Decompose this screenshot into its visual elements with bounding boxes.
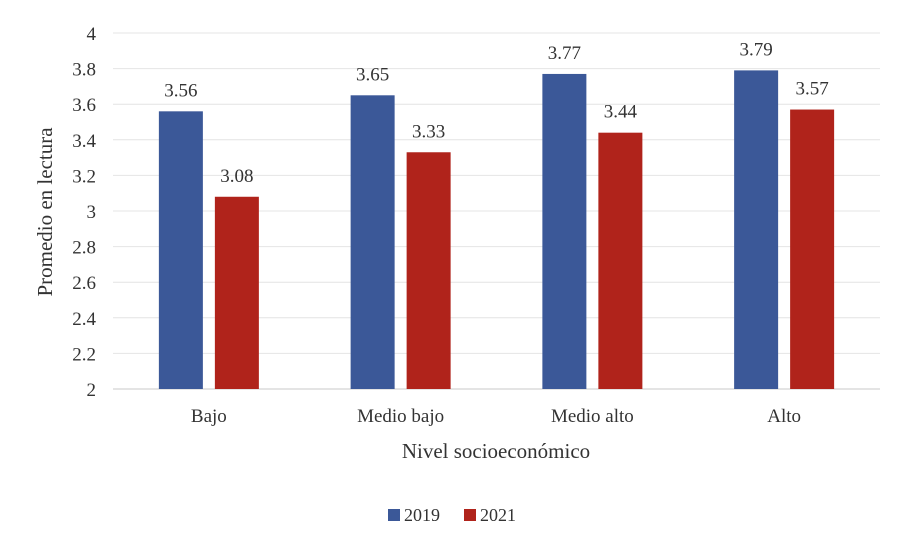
bar-2021 <box>406 152 451 389</box>
legend-swatch-2021 <box>464 509 476 521</box>
y-tick-label: 3.8 <box>72 60 96 81</box>
y-tick-label: 3.6 <box>72 95 96 116</box>
data-label: 3.77 <box>548 43 581 64</box>
y-tick-label: 3.2 <box>72 166 96 187</box>
x-tick-label: Bajo <box>191 406 227 427</box>
data-label: 3.33 <box>412 121 445 142</box>
y-tick-label: 2.6 <box>72 273 96 294</box>
x-tick-label: Alto <box>767 406 801 427</box>
data-label: 3.57 <box>796 79 829 100</box>
bar-2021 <box>598 132 643 389</box>
legend-label-2019: 2019 <box>404 505 440 525</box>
bar-2019 <box>350 95 395 390</box>
y-tick-label: 2.4 <box>72 309 96 330</box>
x-tick-label: Medio alto <box>551 406 634 427</box>
legend-swatch-2019 <box>388 509 400 521</box>
y-tick-label: 4 <box>87 24 97 45</box>
y-tick-label: 2 <box>87 380 97 401</box>
bar-2019 <box>158 111 203 389</box>
bar-2019 <box>542 73 587 389</box>
bar-2019 <box>734 70 779 389</box>
legend: 2019 2021 <box>388 505 516 525</box>
data-label: 3.65 <box>356 64 389 85</box>
data-label: 3.44 <box>604 102 638 123</box>
bar-2021 <box>214 196 259 389</box>
data-label: 3.79 <box>740 39 773 60</box>
data-label: 3.56 <box>164 80 197 101</box>
data-label: 3.08 <box>220 166 253 187</box>
y-tick-label: 2.2 <box>72 344 96 365</box>
y-tick-label: 2.8 <box>72 238 96 259</box>
y-axis-label: Promedio en lectura <box>33 127 57 297</box>
bar-2021 <box>790 109 835 389</box>
x-axis-label: Nivel socioeconómico <box>402 439 590 463</box>
legend-label-2021: 2021 <box>480 505 516 525</box>
y-tick-label: 3 <box>87 202 97 223</box>
y-tick-label: 3.4 <box>72 131 96 152</box>
x-tick-label: Medio bajo <box>357 406 444 427</box>
